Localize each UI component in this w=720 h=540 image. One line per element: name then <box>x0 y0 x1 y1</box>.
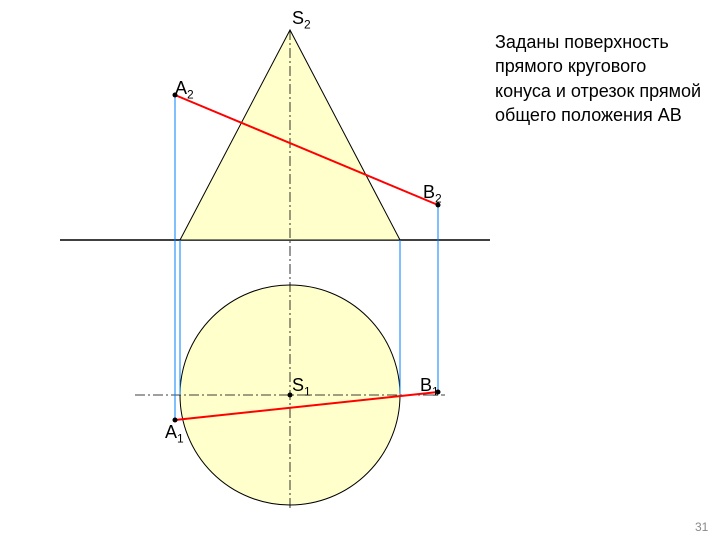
label-a2: A2 <box>175 78 194 102</box>
label-s2: S2 <box>292 8 311 32</box>
page-number: 31 <box>695 520 708 534</box>
label-b2: B2 <box>423 182 442 206</box>
label-b1: B1 <box>420 375 439 399</box>
label-s1: S1 <box>292 375 311 399</box>
description-text: Заданы поверхность прямого кругового кон… <box>495 30 705 127</box>
label-a1: A1 <box>165 422 184 446</box>
